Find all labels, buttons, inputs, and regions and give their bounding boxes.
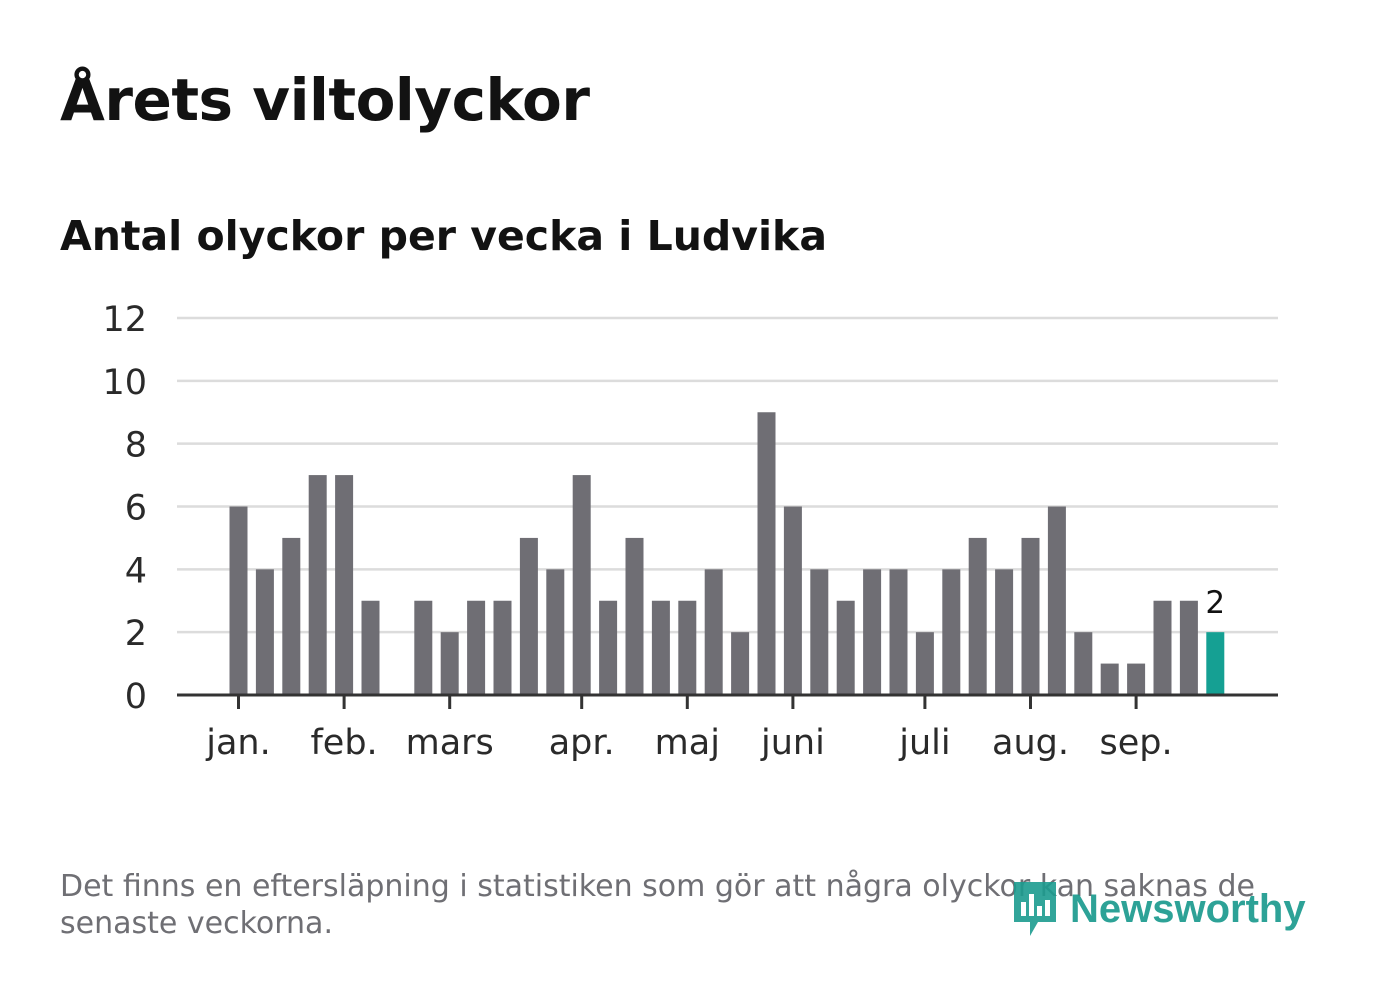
bar-highlight	[1206, 632, 1225, 695]
x-tick-label: maj	[655, 723, 720, 763]
bar	[1179, 600, 1198, 695]
bar	[678, 600, 697, 695]
x-tick-label: feb.	[310, 723, 377, 763]
bar	[493, 600, 512, 695]
bar	[414, 600, 433, 695]
bar	[731, 632, 750, 695]
bar	[1047, 506, 1066, 695]
bar	[546, 569, 565, 695]
bar	[1127, 663, 1146, 695]
bar	[572, 475, 591, 695]
chart-title: Årets viltolyckor	[60, 66, 590, 134]
bar	[229, 506, 248, 695]
bar	[255, 569, 274, 695]
bar	[335, 475, 354, 695]
newsworthy-logo-icon	[1014, 882, 1056, 936]
bar	[308, 475, 327, 695]
bar	[599, 600, 618, 695]
bar	[625, 537, 644, 695]
y-tick-label: 8	[125, 426, 147, 466]
bar	[1021, 537, 1040, 695]
x-tick-label: apr.	[549, 723, 615, 763]
bar-chart: 0 2 4 6 8 10 12 2 jan. feb. mars apr. maj juni juli aug…	[102, 300, 1278, 763]
y-tick-label: 2	[125, 614, 147, 654]
newsworthy-logo-text: Newsworthy	[1070, 886, 1306, 931]
bar	[1074, 632, 1093, 695]
bar	[704, 569, 723, 695]
x-tick-label: mars	[406, 723, 494, 763]
x-tick-label: sep.	[1100, 723, 1173, 763]
bar	[361, 600, 380, 695]
bar	[942, 569, 961, 695]
last-value-label: 2	[1205, 585, 1225, 621]
grid-layer	[177, 316, 1278, 634]
y-tick-label: 10	[102, 363, 147, 403]
bar	[783, 506, 802, 695]
bar-layer	[229, 412, 1225, 695]
axis-layer: 0 2 4 6 8 10 12 2 jan. feb. mars apr. maj juni juli aug…	[102, 300, 1278, 763]
bar	[519, 537, 538, 695]
x-tick-label: juni	[760, 723, 825, 763]
bar	[440, 632, 459, 695]
bar	[863, 569, 882, 695]
bar	[651, 600, 670, 695]
bar	[915, 632, 934, 695]
chart-subtitle: Antal olyckor per vecka i Ludvika	[60, 212, 827, 260]
y-tick-label: 6	[125, 489, 147, 529]
newsworthy-logo[interactable]: Newsworthy	[1010, 878, 1306, 940]
x-tick-label: jan.	[205, 723, 270, 763]
bar	[889, 569, 908, 695]
x-tick-label: aug.	[992, 723, 1069, 763]
bar	[836, 600, 855, 695]
bar	[1153, 600, 1172, 695]
y-tick-label: 4	[125, 551, 147, 591]
bar	[995, 569, 1014, 695]
bar	[757, 412, 776, 695]
bar	[467, 600, 486, 695]
y-tick-label: 12	[102, 300, 147, 340]
x-tick-label: juli	[898, 723, 950, 763]
y-tick-label: 0	[125, 677, 147, 717]
bar	[968, 537, 987, 695]
bar	[282, 537, 301, 695]
bar	[810, 569, 829, 695]
bar	[1100, 663, 1119, 695]
